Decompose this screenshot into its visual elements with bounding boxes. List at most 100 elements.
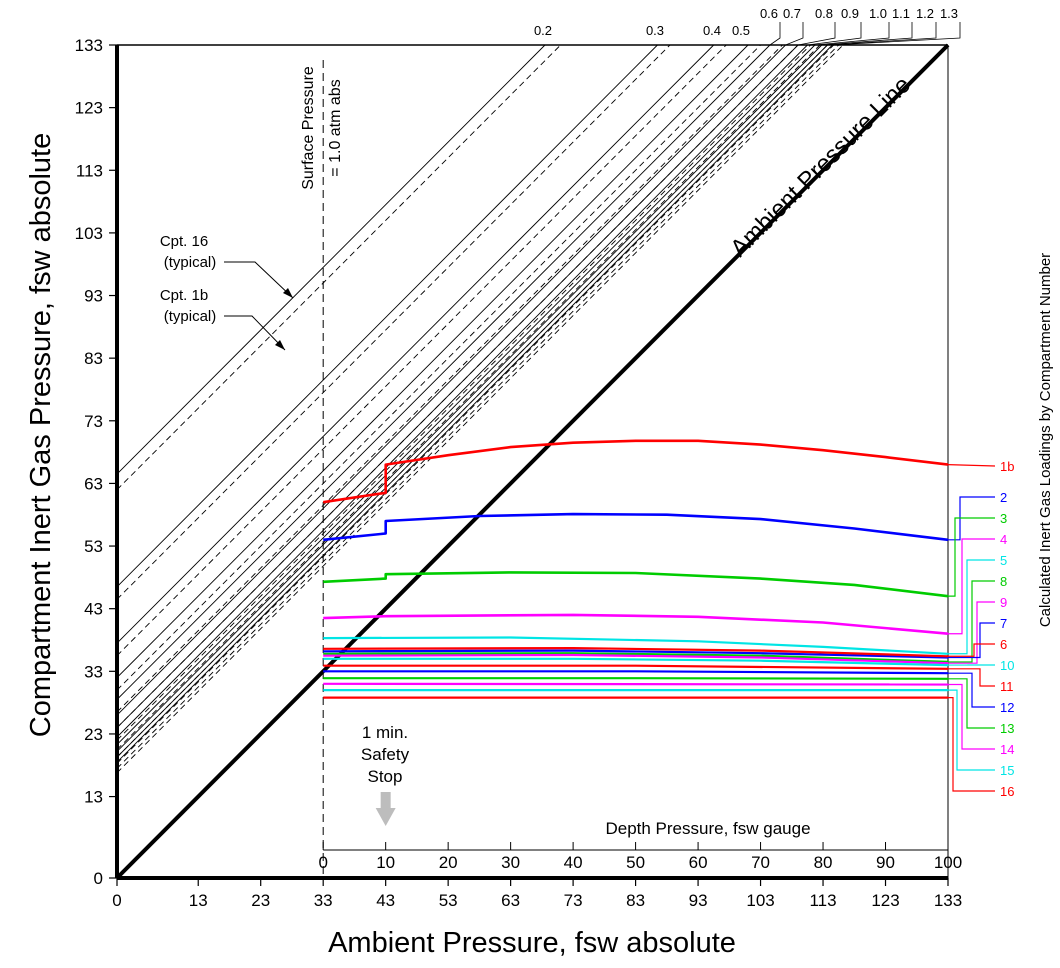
legend-label-8: 8 (1000, 574, 1007, 589)
x-tick-label-13: 13 (189, 891, 208, 910)
safety-stop-line-2: Safety (361, 745, 410, 764)
safety-stop-line-3: Stop (368, 767, 403, 786)
gf-leader-0.6 (769, 22, 781, 46)
legend-label-16: 16 (1000, 784, 1014, 799)
gf-label-0.9: 0.9 (841, 6, 859, 21)
mvalue-line-cpt1b-gf-0.6 (116, 44, 783, 713)
gf-label-0.7: 0.7 (783, 6, 801, 21)
y-tick-label-83: 83 (84, 349, 103, 368)
ambient-pressure-line (115, 43, 950, 880)
compartment-curve-12 (323, 670, 949, 675)
depth-tick-label-50: 50 (626, 853, 645, 872)
x-tick-label-53: 53 (439, 891, 458, 910)
compartment-curve-9 (323, 653, 949, 665)
x-tick-label-133: 133 (934, 891, 962, 910)
compartment-curve-7 (323, 649, 949, 659)
legend-leader-11 (948, 668, 995, 687)
y-tick-label-123: 123 (75, 99, 103, 118)
depth-tick-label-60: 60 (689, 853, 708, 872)
mvalue-line-cpt1b-gf-0.8 (116, 44, 811, 741)
gf-label-0.8: 0.8 (815, 6, 833, 21)
y-tick-label-43: 43 (84, 600, 103, 619)
mvalue-line-cpt16-gf-1.1 (116, 44, 823, 752)
mvalue-line-cpt1b-gf-1.2 (116, 44, 839, 769)
compartment-curve-4 (323, 613, 949, 635)
safety-stop-arrow (375, 792, 396, 826)
y-tick-label-63: 63 (84, 474, 103, 493)
gf-label-0.6: 0.6 (760, 6, 778, 21)
cpt16-label-line-2: (typical) (164, 254, 217, 271)
mvalue-line-cpt16-gf-0.2 (116, 44, 546, 475)
gf-label-0.4: 0.4 (703, 23, 721, 38)
gf-leader-1.0 (814, 22, 890, 46)
legend-leader-5 (948, 559, 995, 655)
y-tick-label-133: 133 (75, 36, 103, 55)
mvalue-line-cpt16-gf-1.2 (116, 44, 828, 758)
axes: 0 10 20 30 40 50 60 70 80 90 100 0 13 23 33 43 53 63 73 83 9… (75, 36, 963, 910)
legend-label-10: 10 (1000, 658, 1014, 673)
compartment-curve-3 (323, 571, 949, 598)
y-tick-label-73: 73 (84, 412, 103, 431)
x-tick-label-113: 113 (809, 891, 836, 910)
gf-label-0.2: 0.2 (534, 23, 552, 38)
compartment-curve-14 (323, 682, 949, 686)
compartment-legend: 1b 2 3 4 5 8 9 7 6 10 11 12 13 14 15 16 (947, 459, 1014, 799)
x-tick-label-73: 73 (564, 891, 583, 910)
mvalue-line-cpt16-gf-0.4 (116, 44, 715, 644)
compartment-curve-11 (323, 664, 949, 670)
gf-label-1.3: 1.3 (940, 6, 958, 21)
depth-tick-label-100: 100 (934, 853, 962, 872)
legend-leader-15 (948, 689, 995, 771)
legend-leader-13 (948, 678, 995, 729)
legend-leader-4 (948, 538, 995, 635)
depth-tick-label-80: 80 (814, 853, 833, 872)
legend-label-3: 3 (1000, 511, 1007, 526)
compartment-curve-1b (323, 439, 949, 504)
legend-leader-16 (948, 697, 995, 792)
cpt16-arrowhead (283, 288, 293, 298)
legend-label-7: 7 (1000, 616, 1007, 631)
gf-leader-0.9 (807, 22, 862, 46)
y-tick-label-33: 33 (84, 662, 103, 681)
mvalue-line-cpt16-gf-1.3 (116, 44, 833, 763)
cpt1b-label-line-2: (typical) (164, 308, 217, 325)
x-tick-label-93: 93 (689, 891, 708, 910)
legend-leader-6 (948, 643, 995, 657)
x-tick-label-83: 83 (626, 891, 645, 910)
gf-label-0.5: 0.5 (732, 23, 750, 38)
mvalue-line-cpt1b-gf-1.1 (116, 44, 834, 764)
mvalue-line-cpt16-gf-0.5 (116, 44, 749, 678)
depth-tick-label-20: 20 (439, 853, 458, 872)
legend-leader-12 (948, 672, 995, 708)
gf-leader-0.7 (785, 22, 804, 46)
y-tick-label-103: 103 (75, 224, 103, 243)
depth-tick-label-0: 0 (318, 853, 327, 872)
mvalue-line-cpt1b-gf-0.3 (116, 44, 671, 600)
compartment-curve-8 (323, 652, 949, 663)
surface-pressure-label: Surface Pressure (300, 66, 317, 190)
compartment-curves (323, 439, 949, 699)
gf-leader-1.1 (821, 22, 913, 46)
y-tick-label-13: 13 (84, 788, 103, 807)
legend-label-15: 15 (1000, 763, 1014, 778)
mvalue-line-cpt16-gf-0.9 (116, 44, 808, 738)
y-tick-label-53: 53 (84, 537, 103, 556)
compartment-curve-5 (323, 636, 949, 655)
right-axis-label: Calculated Inert Gas Loadings by Compart… (1037, 253, 1054, 627)
gf-label-1.2: 1.2 (916, 6, 934, 21)
x-tick-label-0: 0 (112, 891, 121, 910)
depth-axis-label: Depth Pressure, fsw gauge (605, 819, 810, 838)
x-axis-label: Ambient Pressure, fsw absolute (328, 927, 736, 959)
gf-leader-0.8 (797, 22, 836, 46)
x-tick-label-63: 63 (501, 891, 520, 910)
depth-tick-label-90: 90 (876, 853, 895, 872)
legend-label-14: 14 (1000, 742, 1014, 757)
compartment-curve-10 (323, 657, 949, 667)
m-value-lines: 0.2 0.3 0.4 0.5 0.6 0.7 0.8 0.9 1.0 1.1 1.2 1.3 (116, 6, 961, 774)
x-tick-label-23: 23 (251, 891, 270, 910)
mvalue-line-cpt1b-gf-0.5 (116, 44, 761, 691)
gf-label-1.0: 1.0 (869, 6, 887, 21)
legend-label-9: 9 (1000, 595, 1007, 610)
x-tick-label-103: 103 (746, 891, 774, 910)
